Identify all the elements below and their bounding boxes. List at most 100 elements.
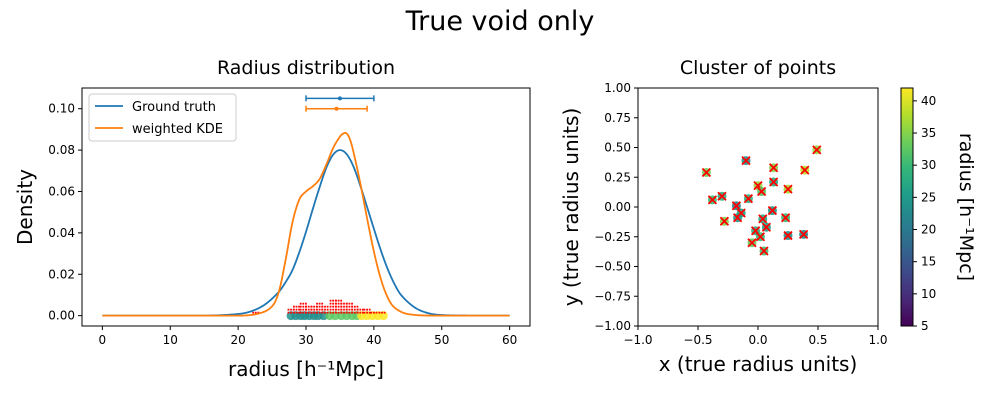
scatter-cross bbox=[756, 186, 767, 197]
rug-red-marker bbox=[324, 305, 326, 308]
rug-red-marker bbox=[363, 311, 366, 314]
scatter-cross bbox=[767, 205, 778, 216]
rug-red-marker bbox=[329, 299, 332, 302]
scatter-cross bbox=[761, 222, 772, 232]
right-y-tick-label: −1.00 bbox=[594, 319, 631, 333]
right-y-tick-label: 1.00 bbox=[604, 81, 631, 95]
left-x-axis-label: radius [h⁻¹Mpc] bbox=[228, 357, 384, 381]
left-y-tick-label: 0.10 bbox=[48, 102, 75, 116]
rug-red-marker bbox=[254, 311, 257, 314]
legend-box bbox=[88, 93, 237, 142]
right-y-tick-label: 0.25 bbox=[604, 170, 631, 184]
rug-red-marker bbox=[362, 308, 364, 311]
rug-red-marker bbox=[299, 308, 302, 311]
radius-distribution-chart: Radius distribution 0 10 20 30 40 50 60 0.00 0.0… bbox=[13, 57, 531, 381]
colorbar: 5 10 15 20 25 30 35 40 radius [h⁻¹Mpc] bbox=[900, 87, 977, 333]
rug-red-marker bbox=[316, 305, 318, 308]
figure-suptitle: True void only bbox=[405, 6, 595, 37]
rug-red-marker bbox=[310, 311, 313, 314]
colorbar-tick-label: 35 bbox=[921, 126, 936, 140]
rug-red-marker bbox=[299, 305, 302, 308]
rug-red-marker bbox=[298, 308, 300, 311]
rug-red-marker bbox=[353, 308, 356, 311]
rug-red-marker bbox=[372, 311, 375, 314]
right-y-tick-label: 0.00 bbox=[604, 200, 631, 214]
colorbar-tick-label: 5 bbox=[921, 319, 929, 333]
rug-red-marker bbox=[368, 308, 371, 311]
colorbar-tick-label: 20 bbox=[921, 223, 936, 237]
scatter-cross bbox=[800, 165, 810, 175]
scatter-cross bbox=[768, 163, 779, 173]
scatter-cross bbox=[780, 213, 791, 223]
rug-red-marker bbox=[366, 308, 368, 311]
rug-red-marker bbox=[340, 311, 343, 314]
colorbar-label: radius [h⁻¹Mpc] bbox=[955, 133, 977, 281]
rug-red-marker bbox=[381, 311, 383, 314]
left-y-tick-label: 0.02 bbox=[48, 267, 75, 281]
scatter-cross bbox=[701, 167, 712, 178]
rug-red-marker bbox=[302, 302, 305, 305]
scatter-cross bbox=[755, 232, 766, 242]
rug-red-marker bbox=[345, 308, 348, 311]
rug-red-marker bbox=[313, 305, 316, 308]
rug-red-marker bbox=[324, 311, 326, 314]
rug-red-marker bbox=[332, 305, 335, 308]
rug-red-marker bbox=[337, 305, 340, 308]
rug-red-marker bbox=[257, 311, 260, 314]
rug-red-marker bbox=[326, 311, 329, 314]
left-y-tick-label: 0.06 bbox=[48, 184, 75, 198]
legend-label-ground-truth: Ground truth bbox=[132, 100, 216, 115]
rug-red-marker bbox=[335, 299, 337, 302]
scatter-cross bbox=[812, 145, 822, 155]
rug-red-marker bbox=[335, 302, 337, 305]
rug-red-marker bbox=[353, 311, 356, 314]
rug-red-marker bbox=[316, 311, 318, 314]
legend-label-weighted-kde: weighted KDE bbox=[132, 122, 223, 137]
rug-red-marker bbox=[304, 302, 307, 305]
scatter-cross bbox=[707, 195, 718, 205]
right-x-tick-label: 1.0 bbox=[868, 333, 887, 347]
left-axes-frame bbox=[81, 87, 531, 327]
colorbar-tick-label: 10 bbox=[921, 287, 936, 301]
rug-red-marker bbox=[340, 305, 343, 308]
rug-red-marker bbox=[298, 311, 300, 314]
rug-red-marker bbox=[348, 305, 351, 308]
rug-red-marker bbox=[321, 308, 324, 311]
rug-red-marker bbox=[321, 302, 324, 305]
rug-red-marker bbox=[310, 305, 313, 308]
left-x-tick-label: 10 bbox=[163, 333, 178, 347]
right-x-tick-label: −1.0 bbox=[623, 333, 652, 347]
rug-red-marker bbox=[345, 311, 348, 314]
rug-red-marker bbox=[305, 308, 308, 311]
rug-red-marker bbox=[329, 311, 332, 314]
scatter-cross bbox=[783, 184, 793, 194]
rug-red-marker bbox=[335, 308, 337, 311]
rug-red-marker bbox=[316, 302, 318, 305]
rug-red-marker bbox=[310, 308, 313, 311]
left-y-tick-label: 0.04 bbox=[48, 226, 75, 240]
rug-red-marker bbox=[335, 311, 337, 314]
rug-red-marker bbox=[366, 311, 368, 314]
scatter-cross bbox=[798, 229, 809, 240]
left-x-tick-label: 50 bbox=[434, 333, 449, 347]
rug-red-marker bbox=[290, 311, 292, 314]
colorbar-ticks: 5 10 15 20 25 30 35 40 bbox=[913, 94, 936, 333]
rug-red-marker bbox=[299, 311, 302, 314]
rug-red-marker bbox=[302, 308, 305, 311]
rug-red-marker bbox=[332, 308, 335, 311]
scatter-cross bbox=[768, 177, 779, 187]
left-axes-ticks: 0 10 20 30 40 50 60 0.00 0.02 0.04 0.06 0.08 0.10 bbox=[48, 102, 517, 347]
scatter-cross bbox=[759, 246, 769, 256]
rug-red-marker bbox=[295, 308, 298, 311]
rug-red-marker bbox=[305, 305, 308, 308]
left-x-tick-label: 40 bbox=[366, 333, 381, 347]
rug-red-marker bbox=[378, 311, 381, 314]
rug-red-marker bbox=[356, 308, 359, 311]
left-y-tick-label: 0.08 bbox=[48, 143, 75, 157]
scatter-cross bbox=[758, 214, 768, 224]
rug-red-marker bbox=[329, 302, 332, 305]
rug-red-marker bbox=[318, 308, 321, 311]
right-y-axis-label: y (true radius units) bbox=[559, 108, 583, 307]
colorbar-tick-label: 15 bbox=[921, 255, 936, 269]
right-y-tick-label: 0.75 bbox=[604, 111, 631, 125]
